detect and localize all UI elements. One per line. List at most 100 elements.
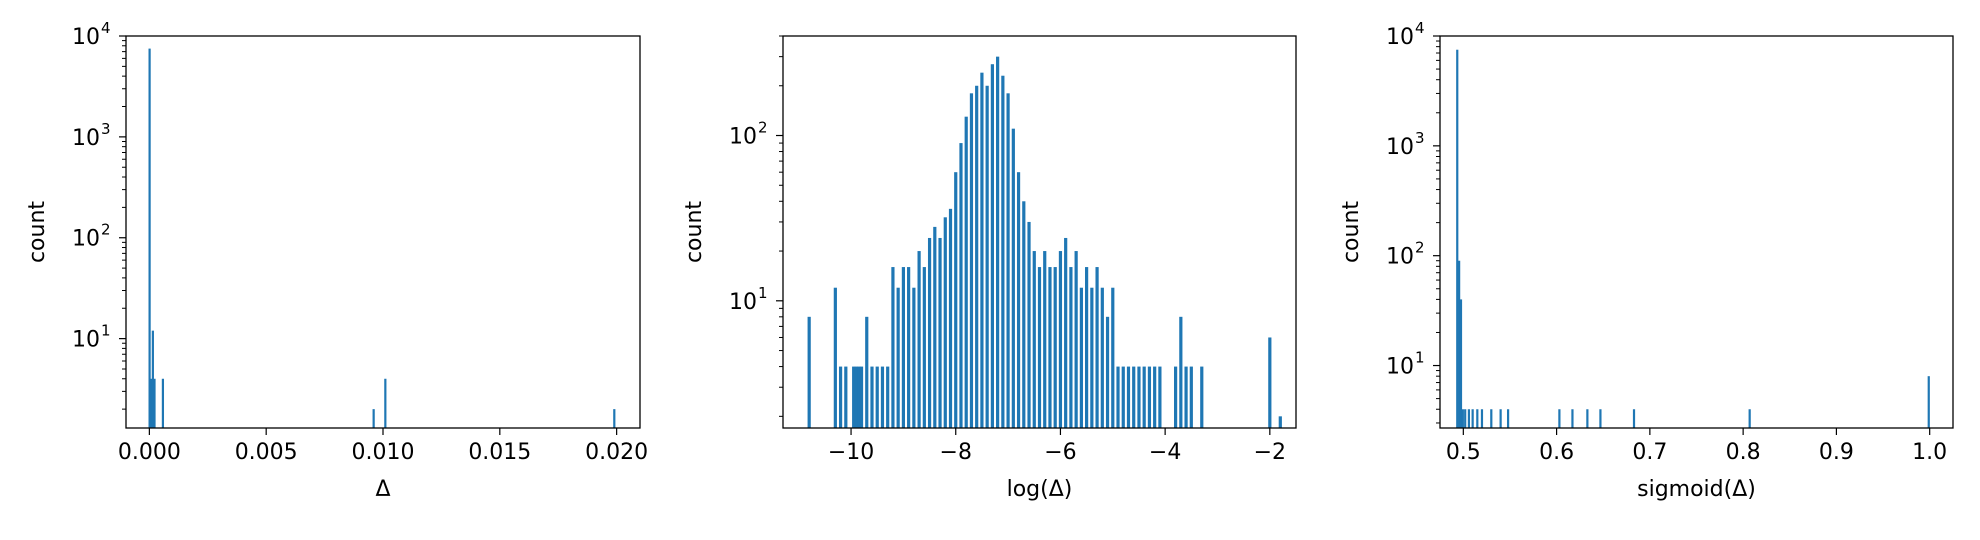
histogram-bar: [1095, 267, 1098, 428]
histogram-bar: [1268, 337, 1271, 428]
y-tick-label: 10: [1386, 245, 1414, 270]
histogram-bar: [1279, 416, 1282, 428]
y-axis-label: count: [682, 201, 707, 263]
histogram-bar: [860, 367, 863, 428]
histogram-bar: [923, 267, 926, 428]
histogram-bar: [1137, 367, 1140, 428]
histogram-bar: [1017, 172, 1020, 428]
histogram-bar: [865, 317, 868, 428]
histogram-bar: [1179, 317, 1182, 428]
histogram-bar: [1069, 267, 1072, 428]
histogram-bar: [1006, 93, 1009, 428]
x-tick-label: −4: [1149, 440, 1181, 465]
histogram-bar: [876, 367, 879, 428]
histogram-bar: [986, 86, 989, 428]
histogram-bar: [1490, 409, 1492, 428]
histogram-bar: [944, 217, 947, 428]
histogram-bar: [373, 409, 375, 428]
histogram-bar: [1472, 409, 1474, 428]
x-axis-label: Δ: [375, 477, 390, 502]
y-tick-label: 10: [1386, 135, 1414, 160]
histogram-bar: [1153, 367, 1156, 428]
x-tick-label: 0.6: [1539, 440, 1574, 465]
x-tick-label: −2: [1254, 440, 1286, 465]
y-tick-label: 10: [729, 290, 757, 315]
histogram-bar: [1075, 251, 1078, 428]
histogram-bar: [1571, 409, 1573, 428]
x-tick-label: −8: [940, 440, 972, 465]
histogram-bar: [1059, 251, 1062, 428]
histogram-bar: [949, 209, 952, 428]
histogram-bar: [970, 93, 973, 428]
x-tick-label: 0.8: [1726, 440, 1761, 465]
y-tick-exponent: 4: [101, 19, 111, 37]
histogram-bar: [933, 227, 936, 428]
x-tick-label: −10: [828, 440, 874, 465]
histogram-bar: [902, 267, 905, 428]
histogram-bar: [886, 367, 889, 428]
histogram-bar: [153, 379, 155, 428]
y-tick-exponent: 1: [1415, 349, 1425, 367]
histogram-bar: [1507, 409, 1509, 428]
histogram-bar: [808, 317, 811, 428]
plot-frame: [126, 36, 640, 428]
histogram-bar: [996, 57, 999, 428]
histogram-bar: [1586, 409, 1588, 428]
histogram-panel-2: −10 −8 −6 −4 −210 110 2log(Δ)count: [682, 36, 1296, 502]
y-tick-exponent: 2: [758, 119, 768, 137]
y-tick-exponent: 4: [1415, 19, 1425, 37]
y-tick-exponent: 3: [1415, 129, 1425, 147]
y-tick-exponent: 1: [758, 284, 768, 302]
histogram-bar: [1001, 76, 1004, 428]
histogram-bar: [1106, 317, 1109, 428]
x-axis-label: log(Δ): [1007, 477, 1073, 502]
histogram-bar: [1468, 409, 1470, 428]
histogram-bar: [1184, 367, 1187, 428]
x-tick-label: 0.000: [118, 440, 181, 465]
histogram-bar: [1158, 367, 1161, 428]
histogram-bar: [839, 367, 842, 428]
histogram-bar: [1174, 367, 1177, 428]
histogram-bar: [975, 86, 978, 428]
histogram-bar: [918, 251, 921, 428]
histogram-bar: [1101, 288, 1104, 428]
histogram-bar: [928, 238, 931, 428]
histogram-bar: [1085, 267, 1088, 428]
histogram-bar: [1090, 288, 1093, 428]
histogram-bar: [149, 49, 151, 428]
histogram-bar: [891, 267, 894, 428]
y-tick-label: 10: [1386, 355, 1414, 380]
x-tick-label: 0.7: [1632, 440, 1667, 465]
histogram-bar: [1054, 267, 1057, 428]
histogram-bar: [912, 288, 915, 428]
histogram-bar: [1143, 367, 1146, 428]
histogram-bar: [1027, 222, 1030, 428]
histogram-bar: [384, 379, 386, 428]
histogram-bar: [881, 367, 884, 428]
histogram-bar: [1048, 267, 1051, 428]
histogram-bar: [870, 367, 873, 428]
histogram-bar: [1064, 238, 1067, 428]
histogram-bar: [1033, 251, 1036, 428]
histogram-bar: [1148, 367, 1151, 428]
histogram-bar: [834, 288, 837, 428]
x-tick-label: 1.0: [1912, 440, 1947, 465]
histogram-bar: [162, 379, 164, 428]
histogram-bar: [1928, 376, 1930, 428]
y-tick-exponent: 1: [101, 322, 111, 340]
y-tick-label: 10: [72, 126, 100, 151]
histogram-bar: [1200, 367, 1203, 428]
y-tick-exponent: 2: [1415, 239, 1425, 257]
histogram-bar: [1633, 409, 1635, 428]
histogram-bar: [897, 288, 900, 428]
histogram-bar: [613, 409, 615, 428]
y-axis-label: count: [1339, 201, 1364, 263]
histogram-bar: [965, 117, 968, 428]
x-tick-label: 0.015: [468, 440, 531, 465]
y-tick-exponent: 3: [101, 120, 111, 138]
histogram-bar: [1749, 409, 1751, 428]
histogram-bar: [959, 143, 962, 428]
histogram-bar: [1012, 129, 1015, 428]
histogram-bar: [954, 172, 957, 428]
